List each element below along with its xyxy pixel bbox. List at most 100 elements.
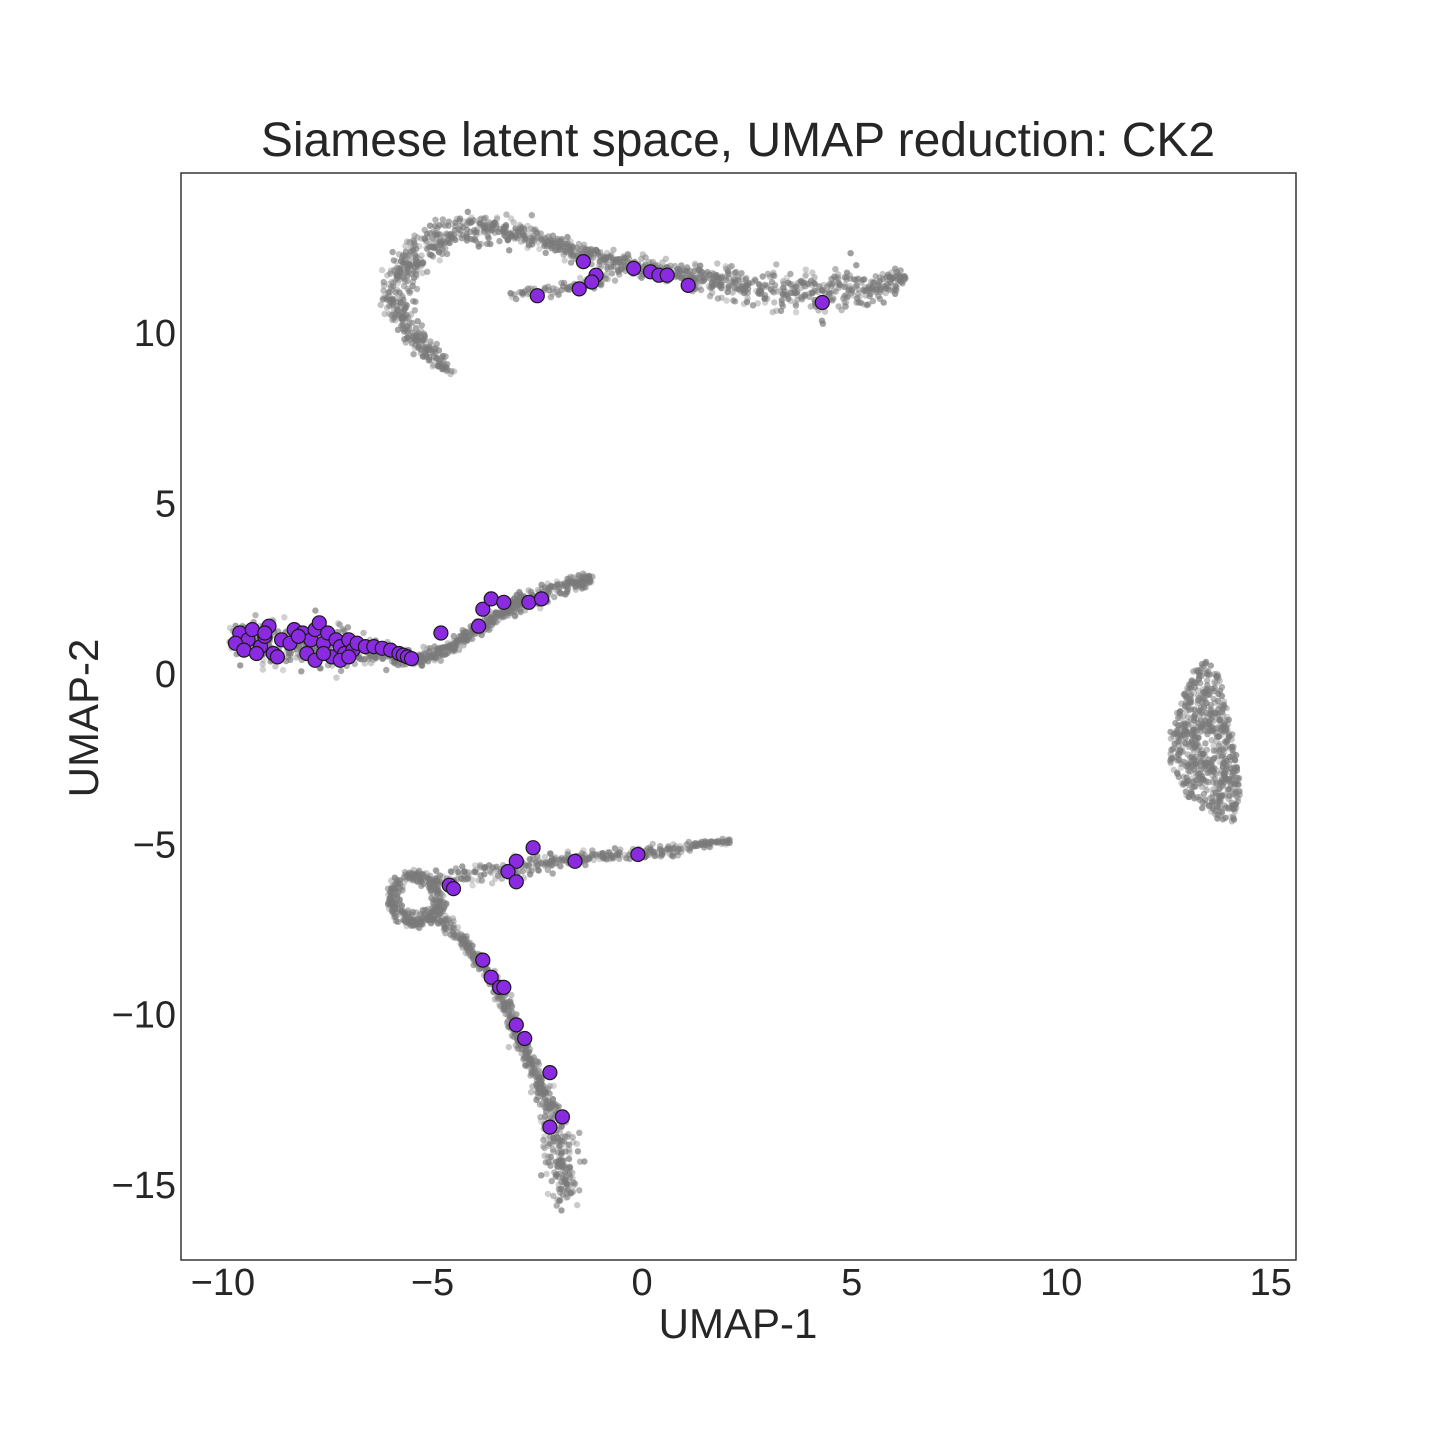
background-point [566,581,573,589]
background-point [1229,746,1236,754]
background-point [866,285,873,293]
highlight-point [433,625,449,641]
background-point [798,284,805,291]
background-point [761,295,768,302]
background-point [451,226,459,234]
background-point [426,230,434,237]
background-point [819,320,827,327]
background-point [1179,748,1186,755]
background-point [738,270,745,277]
background-point [710,270,718,278]
background-point [841,298,848,306]
background-point [518,289,526,296]
background-point [555,586,562,593]
background-point [783,274,790,281]
background-point [448,648,456,655]
background-point [538,585,546,592]
background-point [683,841,690,848]
background-point [610,258,617,266]
background-point [433,355,440,362]
background-point [448,869,455,876]
background-point [425,912,432,919]
background-point [416,921,423,928]
background-point [405,324,413,332]
background-point [401,312,408,319]
background-point [410,351,417,358]
background-point [749,302,757,309]
background-point [527,225,535,232]
background-point [787,297,794,304]
highlight-point [517,1030,533,1047]
background-point [406,289,413,296]
highlight-point [575,254,592,270]
background-point [432,866,439,874]
background-point [507,229,514,236]
background-point [824,283,831,290]
background-point [1185,700,1192,707]
background-point [604,265,611,272]
background-point [450,235,458,242]
background-point [841,302,849,309]
background-point [1204,728,1211,735]
background-point [390,659,398,666]
background-point [436,872,444,879]
background-point [456,230,463,238]
background-point [317,665,324,672]
y-tick-label: 10 [134,313,176,355]
background-point [1215,690,1222,697]
background-point [714,274,722,281]
background-point [1210,756,1217,763]
background-point [728,262,735,270]
background-point [391,886,398,894]
background-point [830,287,838,294]
background-point [400,296,407,303]
background-point [558,1207,565,1214]
background-point [432,646,439,654]
background-point [464,234,471,241]
background-point [503,211,510,218]
background-point [450,632,457,640]
background-point [603,271,610,278]
background-point [413,273,420,280]
background-point [724,271,731,278]
background-point [400,328,408,335]
background-point [444,361,451,368]
background-point [769,288,776,295]
background-point [412,325,419,332]
background-point [385,289,392,296]
background-point [792,309,800,316]
background-point [793,289,800,296]
background-point [567,259,575,266]
background-point [384,272,391,279]
background-point [1174,714,1182,722]
background-point [732,279,740,286]
background-point [272,663,279,670]
background-point [522,1054,529,1062]
background-point [1208,767,1215,774]
background-point [378,655,385,662]
background-point [526,234,533,242]
background-point [505,1043,512,1051]
background-point [466,942,473,949]
highlight-point [471,618,487,634]
background-point [563,582,570,590]
background-point [764,270,772,278]
background-point [384,901,392,908]
background-point [534,861,541,868]
background-point [486,219,493,226]
background-point [403,278,411,285]
background-point [424,916,432,923]
background-point [563,588,571,595]
background-point [475,243,482,250]
background-point [582,861,589,869]
background-point [472,868,479,875]
highlight-point [533,591,550,607]
highlight-point [630,846,646,863]
background-point [853,262,860,269]
background-point [691,260,699,268]
background-point [435,920,442,927]
background-point [542,1159,549,1166]
background-point [1174,738,1181,745]
background-point [1230,780,1237,787]
background-point [696,274,703,282]
